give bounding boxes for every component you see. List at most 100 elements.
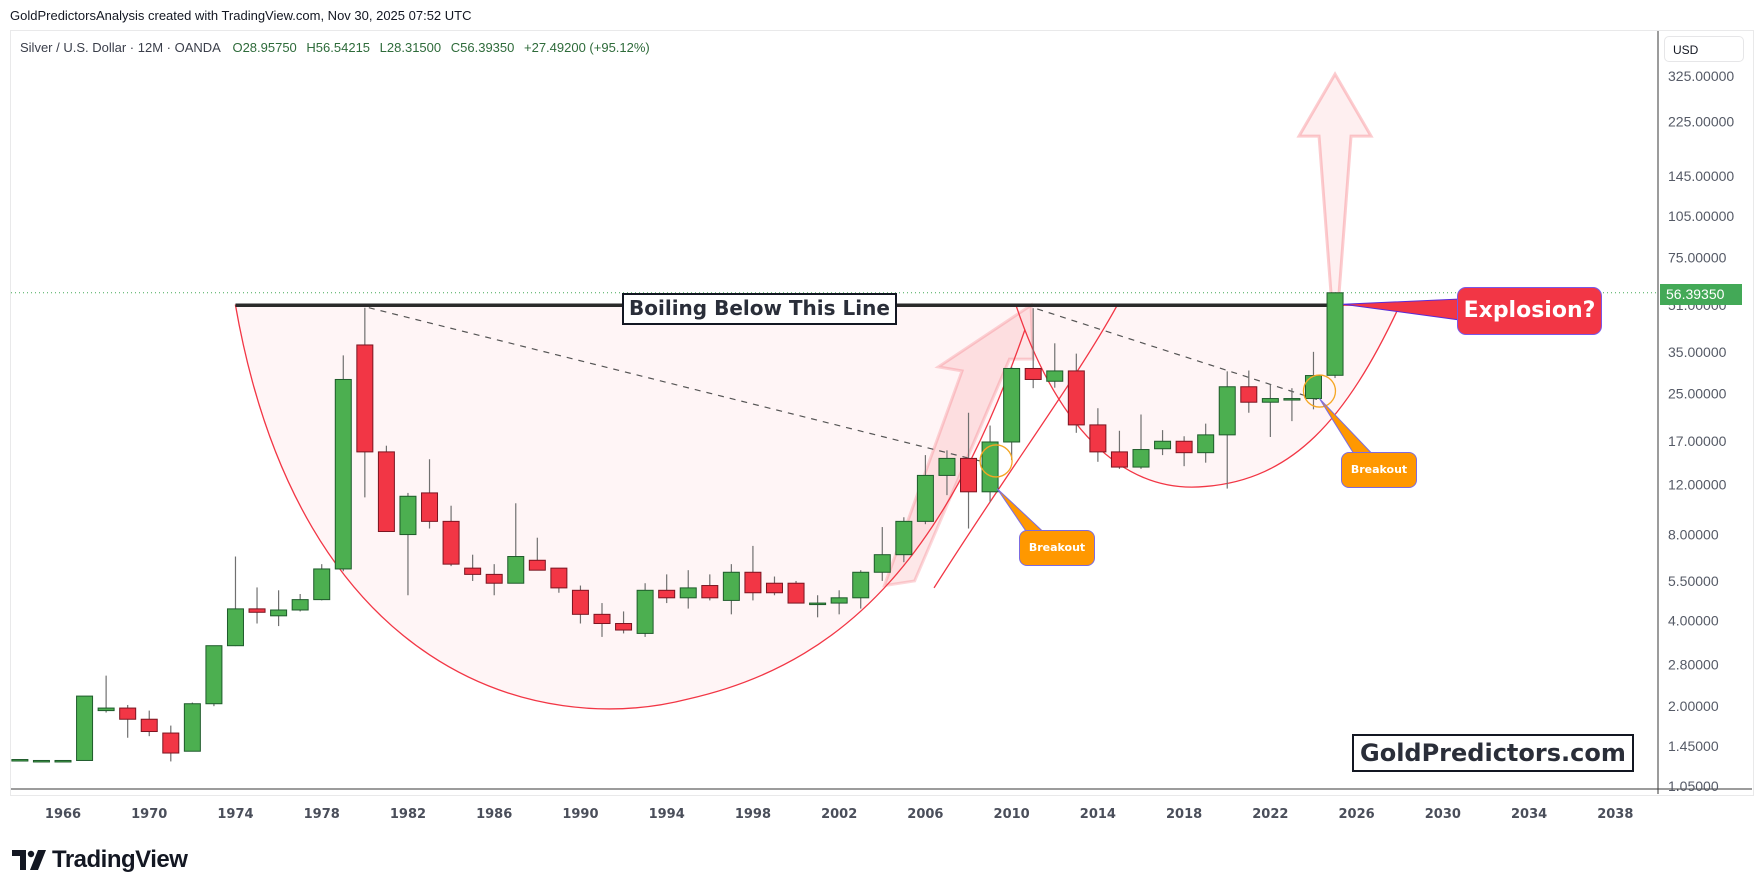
time-tick-label: 1978 (304, 807, 340, 822)
candle-2004 (873, 527, 891, 581)
candle-1986 (485, 564, 503, 596)
candle-1999 (765, 576, 783, 596)
candle-1968 (97, 675, 115, 713)
candle-1992 (615, 611, 633, 634)
explosion-callout[interactable]: Explosion? (1457, 287, 1602, 335)
candle-1983 (421, 459, 439, 529)
watermark-label: GoldPredictors.com (1352, 734, 1634, 772)
candle-1974 (226, 556, 244, 647)
time-tick-label: 1994 (649, 807, 685, 822)
candle-1996 (701, 574, 719, 601)
ohlc-legend: Silver / U.S. Dollar · 12M · OANDA O28.9… (20, 40, 650, 55)
currency-selector[interactable]: USD (1664, 36, 1744, 62)
candle-1979 (334, 355, 352, 572)
candle-2021 (1240, 370, 1258, 413)
explosion-arrow-icon (1296, 71, 1374, 296)
open-value: O28.95750 (232, 40, 297, 55)
price-tick-label: 4.00000 (1668, 612, 1719, 628)
candle-2013 (1067, 353, 1085, 433)
candle-2007 (938, 450, 956, 496)
price-tick-label: 25.00000 (1668, 386, 1727, 402)
time-tick-label: 2010 (994, 807, 1030, 822)
time-tick-label: 2030 (1425, 807, 1461, 822)
candle-2014 (1089, 408, 1107, 462)
price-tick-label: 35.00000 (1668, 344, 1727, 360)
plot-area (11, 71, 1658, 763)
candle-1994 (658, 574, 676, 604)
price-tick-label: 12.00000 (1668, 476, 1727, 492)
candle-2010 (1003, 366, 1021, 461)
price-tick-label: 1.05000 (1668, 778, 1719, 794)
time-tick-label: 1990 (562, 807, 598, 822)
resistance-label[interactable]: Boiling Below This Line (622, 293, 897, 325)
candle-1997 (722, 564, 740, 615)
time-tick-label: 2006 (907, 807, 943, 822)
high-value: H56.54215 (306, 40, 371, 55)
breakout-callout-2[interactable]: Breakout (1341, 452, 1417, 488)
price-tick-label: 1.45000 (1668, 738, 1719, 754)
candle-1964 (11, 759, 29, 762)
candle-1971 (162, 725, 180, 762)
time-tick-label: 1982 (390, 807, 426, 822)
time-tick-label: 2022 (1252, 807, 1288, 822)
candle-2009 (981, 425, 999, 503)
price-tick-label: 2.80000 (1668, 657, 1719, 673)
candle-2000 (787, 580, 805, 604)
candle-2018 (1175, 436, 1193, 467)
candle-2012 (1046, 343, 1064, 388)
change-value: +27.49200 (+95.12%) (524, 40, 650, 55)
candle-2020 (1218, 371, 1236, 489)
candle-1978 (313, 564, 331, 601)
candle-1967 (76, 695, 94, 761)
symbol-title: Silver / U.S. Dollar · 12M · OANDA (20, 40, 221, 55)
time-tick-label: 2002 (821, 807, 857, 822)
candle-2008 (960, 412, 978, 529)
time-tick-label: 2038 (1597, 807, 1633, 822)
price-tick-label: 225.00000 (1668, 113, 1734, 129)
breakout-callout-1[interactable]: Breakout (1019, 530, 1095, 566)
candle-1998 (744, 545, 762, 601)
close-value: C56.39350 (450, 40, 515, 55)
price-tick-label: 75.00000 (1668, 249, 1727, 265)
price-tick-label: 105.00000 (1668, 208, 1734, 224)
price-tick-label: 145.00000 (1668, 168, 1734, 184)
candle-1969 (119, 704, 137, 738)
last-price-label: 56.39350 (1660, 284, 1742, 305)
candle-1966 (54, 759, 72, 763)
candle-2002 (830, 590, 848, 615)
breakout-circle-2 (1302, 374, 1337, 408)
tradingview-logo[interactable]: TradingView (12, 846, 188, 874)
low-value: L28.31500 (379, 40, 442, 55)
cup-arc-2 (1015, 304, 1401, 488)
tradingview-logo-icon (12, 850, 46, 870)
candle-1988 (528, 537, 546, 571)
candle-1985 (464, 554, 482, 581)
candle-2019 (1197, 423, 1215, 463)
time-tick-label: 1998 (735, 807, 771, 822)
candle-2015 (1110, 430, 1128, 469)
trendline-2 (1037, 308, 1323, 402)
candle-1990 (571, 585, 589, 624)
time-tick-label: 1974 (217, 807, 253, 822)
candle-2001 (809, 595, 827, 618)
time-tick-label: 2014 (1080, 807, 1116, 822)
candle-1977 (291, 593, 309, 612)
price-tick-label: 2.00000 (1668, 698, 1719, 714)
breakout-circle-1 (979, 444, 1013, 478)
candle-2006 (916, 455, 934, 525)
candle-1984 (442, 505, 460, 567)
candle-1976 (270, 590, 288, 627)
candle-1975 (248, 587, 266, 624)
time-tick-label: 1986 (476, 807, 512, 822)
candle-2017 (1154, 430, 1172, 456)
candle-1970 (140, 710, 158, 737)
time-tick-label: 2018 (1166, 807, 1202, 822)
candle-1982 (399, 492, 417, 596)
time-tick-label: 2026 (1339, 807, 1375, 822)
candle-2005 (895, 517, 913, 563)
price-tick-label: 8.00000 (1668, 527, 1719, 543)
candle-1989 (550, 567, 568, 593)
chart-credit: GoldPredictorsAnalysis created with Trad… (10, 8, 472, 23)
trendline-1 (368, 307, 991, 465)
